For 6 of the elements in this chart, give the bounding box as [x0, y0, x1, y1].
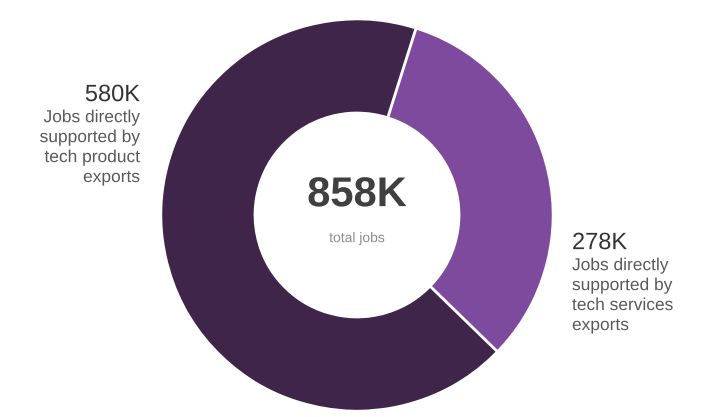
- data-label: 580K: [86, 84, 140, 102]
- slice-label: Jobs directly supported by tech services exports: [572, 258, 673, 334]
- data-label: 278K: [573, 232, 627, 250]
- text: 858K: [308, 177, 406, 207]
- slice-label: Jobs directly supported by tech product exports: [40, 110, 140, 186]
- text: total jobs: [329, 232, 384, 246]
